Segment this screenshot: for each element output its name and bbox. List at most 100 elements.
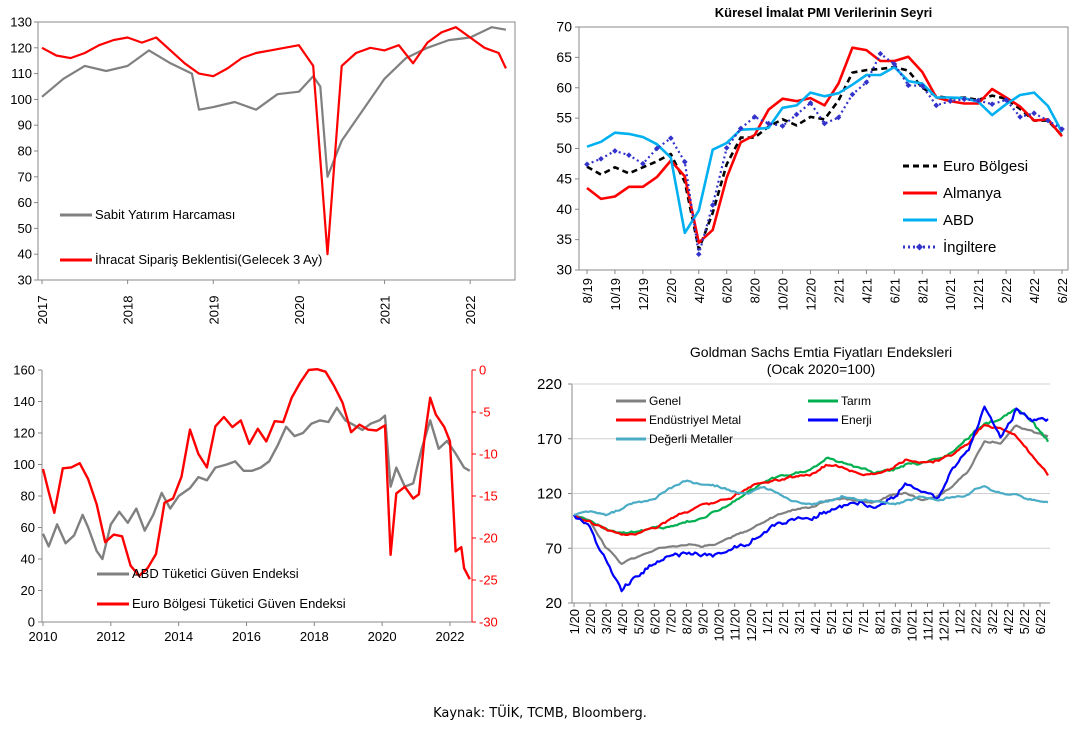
series-marker [961,96,968,103]
x-tick-label: 3/22 [985,609,1000,634]
x-tick-label: 8/20 [679,609,694,634]
series-marker [765,120,772,127]
y2-tick-label: -25 [479,573,498,588]
y-tick-label: 30 [18,273,32,288]
series-marker [877,50,884,57]
series-marker [1059,126,1065,132]
legend-label: ABD Tüketici Güven Endeksi [132,566,299,581]
y2-tick-label: -15 [479,489,498,504]
x-tick-label: 11/21 [921,609,936,641]
y-tick-label: 35 [556,231,572,247]
y-tick-label: 170 [537,431,562,448]
x-tick-label: 2016 [232,629,261,644]
series-marker [681,159,688,165]
y-tick-label: 100 [13,457,35,472]
x-tick-label: 4/22 [1001,609,1016,634]
y-tick-label: 140 [13,394,35,409]
x-tick-label: 12/20 [804,278,819,311]
y-tick-label: 70 [545,540,562,557]
legend-label: Sabit Yatırım Harcaması [95,207,235,222]
y-tick-label: 20 [21,583,35,598]
x-tick-label: 11/20 [728,609,743,641]
x-tick-label: 10/21 [943,278,958,311]
x-tick-label: 2022 [463,296,478,325]
x-tick-label: 12/20 [744,609,759,642]
y-tick-label: 100 [10,92,32,107]
x-tick-label: 4/22 [1027,278,1042,303]
legend-label: İngiltere [943,238,996,256]
legend-label: Enerji [841,413,872,427]
series-marker [933,102,940,109]
series-marker [584,161,590,168]
x-tick-label: 9/20 [696,609,711,634]
series-marker [612,148,618,154]
x-tick-label: 2022 [436,629,465,644]
series-marker [654,145,660,152]
x-tick-label: 6/20 [647,609,662,634]
y-tick-label: 80 [18,144,32,159]
series-marker [640,160,646,167]
series-marker [1003,97,1009,103]
series-marker [626,152,632,159]
x-tick-label: 2018 [121,296,136,325]
series-line-2 [586,65,1064,235]
x-tick-label: 1/22 [953,609,968,634]
y-tick-label: 40 [556,201,572,217]
plot-frame [578,26,1069,271]
series-marker [779,123,786,129]
series-marker [863,79,870,86]
y-tick-label: 130 [10,15,32,30]
series-marker [751,114,758,120]
x-tick-label: 3/20 [599,609,614,634]
y-tick-label: 120 [10,40,32,55]
x-tick-label: 8/21 [872,609,887,634]
y2-tick-label: 0 [479,363,486,378]
x-tick-label: 2/22 [999,278,1014,303]
x-tick-label: 12/21 [937,609,952,642]
y-tick-label: 65 [556,49,572,65]
x-tick-label: 2012 [96,629,125,644]
series-marker [821,120,828,127]
x-tick-label: 4/21 [808,609,823,634]
x-tick-label: 2/21 [831,278,846,303]
x-tick-label: 7/21 [856,609,871,634]
series-marker [737,125,744,132]
x-tick-label: 7/20 [663,609,678,634]
x-tick-label: 2021 [378,296,393,325]
series-marker [695,251,702,258]
series-line-2 [573,423,1049,536]
series-marker [835,114,842,121]
x-tick-label: 8/19 [580,278,595,303]
series-marker [709,202,716,208]
series-line-1 [41,26,507,256]
x-tick-label: 2/20 [583,609,598,634]
x-tick-label: 12/21 [971,278,986,311]
chart-subtitle: (Ocak 2020=100) [767,361,876,377]
series-line-4 [573,479,1049,517]
legend-label: Euro Bölgesi [943,158,1028,175]
x-tick-label: 2/20 [664,278,679,303]
series-line-1 [586,46,1064,244]
x-tick-label: 2/21 [776,609,791,634]
y-tick-label: 110 [11,66,32,81]
series-marker [793,111,800,118]
series-marker [598,155,604,162]
series-marker [723,145,730,151]
series-marker [975,97,982,104]
x-tick-label: 1/20 [567,609,582,634]
x-tick-label: 6/20 [720,278,735,303]
y-tick-label: 160 [13,363,35,378]
x-tick-label: 2010 [29,629,58,644]
y-tick-label: 50 [556,140,572,156]
series-line-3 [586,52,1063,256]
y-tick-label: 70 [18,169,32,184]
x-tick-label: 2017 [35,296,50,325]
series-line-0 [573,424,1049,565]
x-tick-label: 10/20 [776,278,791,311]
series-marker [1031,110,1037,117]
y2-tick-label: -30 [479,615,498,630]
series-line-3 [573,405,1049,593]
legend-label: Tarım [841,394,871,408]
